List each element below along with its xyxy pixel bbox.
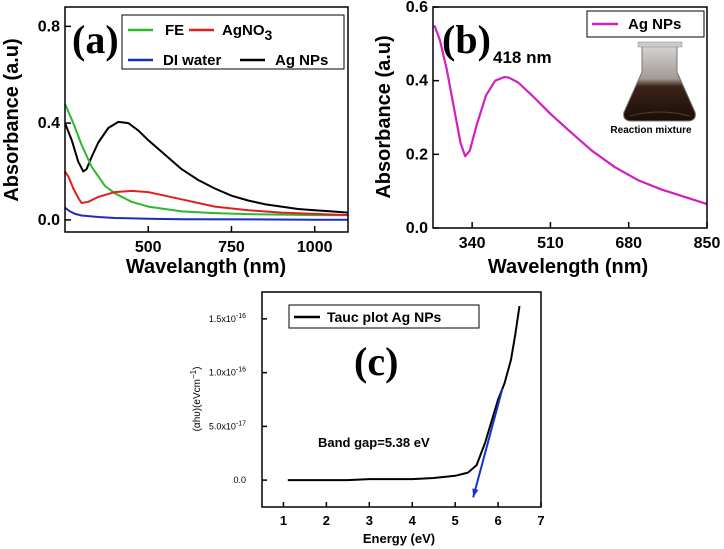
legend-label-tauc: Tauc plot Ag NPs [327,309,442,325]
panel-c-label: (c) [354,339,398,384]
panel-b-peak-annotation: 418 nm [493,48,552,67]
chart-panel-c: 1 2 3 4 5 6 7 0.0 5.0x10-17 1.0x10-16 1.5x10-16 Ta… [189,292,545,546]
panel-c-y-axis-title: (αhυ)(eVcm−1) [189,367,203,432]
x-tick-label: 7 [537,513,544,528]
y-tick-label: 0.0 [233,475,246,485]
x-tick-label: 5 [452,513,459,528]
y-tick-label: 1.5x10-16 [209,313,246,324]
band-gap-fit-line [473,389,502,498]
x-tick-label: 850 [694,235,721,252]
panel-c-legend: Tauc plot Ag NPs [289,305,479,328]
chart-panel-b: 340 510 680 850 0.0 0.2 0.4 0.6 (b) 418 nm Ag N… [373,0,720,278]
panel-a-y-axis-title: Absorbance (a.u) [1,38,23,201]
x-tick-label: 6 [494,513,501,528]
x-tick-label: 500 [135,239,162,256]
panel-c-band-gap-annotation: Band gap=5.38 eV [318,435,430,450]
panel-a-x-axis-title: Wavelangth (nm) [126,256,286,278]
legend-label-agno3-sub: 3 [265,27,273,43]
chart-panel-a: 500 750 1000 0.0 0.4 0.8 (a) FE AgNO3 DI wate… [1,7,348,278]
panel-c-x-axis-title: Energy (eV) [363,531,435,546]
y-tick-label: 1.0x10-16 [209,367,246,378]
y-tick-label: 0.8 [38,18,60,35]
figure: 500 750 1000 0.0 0.4 0.8 (a) FE AgNO3 DI wate… [0,0,724,549]
y-tick-label: 0.0 [406,220,428,237]
panel-a-label: (a) [72,17,119,62]
y-tick-label: 0.6 [406,0,428,16]
y-tick-label: 0.2 [406,146,428,163]
y-tick-label: 0.4 [406,73,428,90]
x-tick-label: 510 [537,235,564,252]
panel-b-label: (b) [442,17,491,62]
legend-label-ag-nps: Ag NPs [275,52,328,69]
reaction-mixture-flask-image [624,42,696,121]
y-tick-label: 0.4 [38,115,60,132]
x-tick-label: 3 [366,513,373,528]
x-tick-label: 4 [409,513,417,528]
x-tick-label: 750 [218,239,245,256]
x-tick-label: 1 [280,513,287,528]
reaction-mixture-caption: Reaction mixture [610,125,692,136]
panel-b-legend: Ag NPs [587,11,704,37]
x-tick-label: 680 [615,235,642,252]
x-tick-label: 1000 [297,239,333,256]
x-tick-label: 340 [459,235,486,252]
series-line-ag-nps [65,122,348,213]
x-tick-label: 2 [323,513,330,528]
legend-label-ag-nps-b: Ag NPs [628,16,681,33]
panel-a-legend: FE AgNO3 DI water Ag NPs [122,15,344,69]
panel-b-y-axis-title: Absorbance (a.u) [373,35,395,198]
legend-label-di-water: DI water [163,52,222,69]
y-tick-label: 5.0x10-17 [209,420,246,431]
panel-c-plot-area [288,306,520,497]
panel-a-plot-area [65,104,348,220]
band-gap-arrowhead [472,488,478,497]
panel-b-x-axis-title: Wavelength (nm) [488,256,648,278]
y-tick-label: 0.0 [38,212,60,229]
series-line-fe [65,104,348,215]
legend-label-fe: FE [165,22,184,39]
